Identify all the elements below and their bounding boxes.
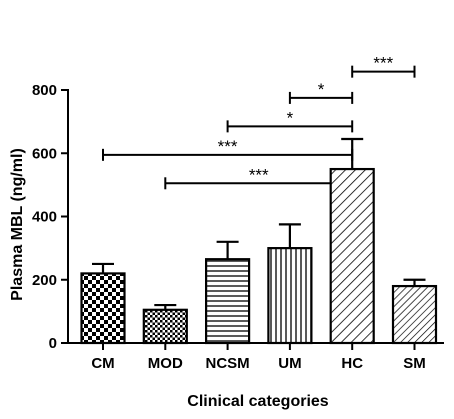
x-tick-label-ncsm: NCSM [206, 355, 250, 372]
y-ticks: 0 200 400 600 800 [32, 82, 68, 352]
bar-cm [80, 272, 126, 345]
y-tick-label: 400 [32, 209, 57, 226]
significance-label: *** [373, 54, 393, 73]
y-tick-label: 0 [49, 335, 57, 352]
x-ticks: CM MOD NCSM UM HC SM [91, 343, 426, 372]
bar-um [267, 247, 313, 345]
x-tick-label-mod: MOD [148, 355, 183, 372]
x-tick-label-hc: HC [341, 355, 363, 372]
significance-label: * [287, 108, 294, 127]
x-tick-label-um: UM [278, 355, 301, 372]
significance-label: *** [218, 137, 238, 156]
x-tick-label-sm: SM [403, 355, 426, 372]
bars [80, 137, 438, 345]
y-axis-title: Plasma MBL (ng/ml) [9, 148, 26, 301]
x-tick-label-cm: CM [91, 355, 114, 372]
y-tick-label: 800 [32, 82, 57, 99]
bar-mod [142, 308, 188, 345]
significance-label: * [318, 80, 325, 99]
bar-hc [329, 167, 375, 345]
significance-label: *** [249, 165, 269, 184]
bar-ncsm [205, 258, 251, 345]
x-axis-title: Clinical categories [187, 393, 328, 410]
y-tick-label: 600 [32, 145, 57, 162]
y-tick-label: 200 [32, 272, 57, 289]
bar-sm [391, 284, 438, 345]
